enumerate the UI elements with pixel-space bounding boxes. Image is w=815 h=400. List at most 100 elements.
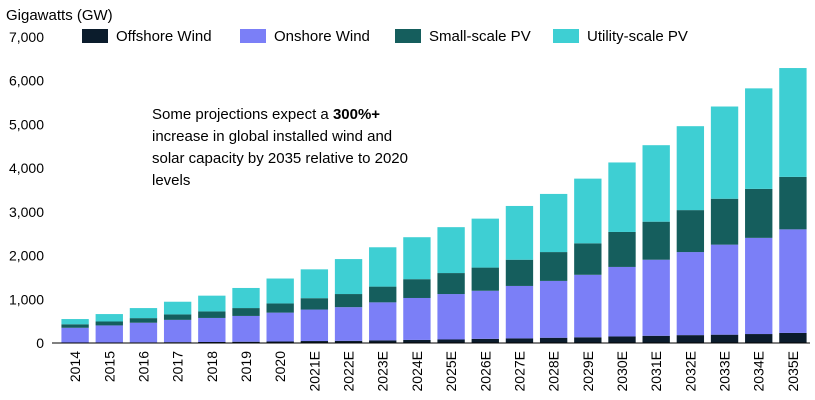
annotation-text-end: increase in global installed wind and so…	[152, 128, 408, 189]
legend: Offshore Wind Onshore Wind Small-scale PV U…	[82, 28, 688, 45]
x-tick-label: 2033E	[717, 351, 733, 391]
bar-segment-offshore-wind	[403, 339, 431, 343]
bar-segment-utility-scale-pv	[539, 193, 568, 253]
bars	[61, 68, 807, 343]
y-tick-label: 5,000	[9, 116, 44, 132]
bar-segment-small-scale-pv	[266, 303, 294, 313]
bar-segment-offshore-wind	[745, 334, 773, 343]
bar-segment-utility-scale-pv	[608, 162, 636, 232]
x-tick-label: 2017	[170, 351, 186, 382]
bar-segment-onshore-wind	[745, 237, 773, 335]
x-tick-label: 2014	[67, 351, 83, 382]
y-tick-label: 0	[36, 335, 44, 351]
bar-segment-small-scale-pv	[437, 273, 465, 295]
legend-label: Small-scale PV	[429, 28, 531, 45]
x-tick-label: 2030E	[614, 351, 630, 391]
y-tick-label: 4,000	[9, 160, 44, 176]
x-tick-label: 2027E	[511, 351, 527, 391]
x-tick-label: 2034E	[751, 351, 767, 391]
x-tick-label: 2035E	[785, 351, 801, 391]
bar-segment-onshore-wind	[574, 274, 602, 338]
bar-segment-offshore-wind	[300, 341, 329, 343]
y-tick-label: 3,000	[9, 204, 44, 220]
bar-segment-small-scale-pv	[163, 314, 192, 320]
bar-segment-offshore-wind	[198, 341, 226, 343]
bar-segment-offshore-wind	[642, 335, 670, 343]
legend-swatch	[553, 29, 579, 43]
bar-segment-small-scale-pv	[676, 210, 705, 253]
bar-segment-utility-scale-pv	[437, 227, 465, 274]
bar-segment-offshore-wind	[334, 340, 363, 343]
x-tick-label: 2018	[204, 351, 220, 382]
y-tick-label: 2,000	[9, 248, 44, 264]
bar-segment-small-scale-pv	[198, 311, 226, 318]
legend-label: Onshore Wind	[274, 28, 370, 45]
bar-segment-offshore-wind	[505, 338, 534, 343]
x-tick-label: 2020	[272, 351, 288, 382]
bar-segment-small-scale-pv	[300, 298, 329, 310]
bar-segment-utility-scale-pv	[403, 237, 431, 280]
bar-segment-utility-scale-pv	[779, 68, 807, 177]
bar-segment-onshore-wind	[779, 229, 807, 333]
bar-segment-utility-scale-pv	[369, 247, 397, 287]
x-axis: 2014 2015 2016 2017 2018 2019 2020 2021E 2022E 20…	[52, 342, 810, 391]
x-tick-label: 2026E	[477, 351, 493, 391]
bar-segment-onshore-wind	[232, 315, 260, 342]
bar-segment-onshore-wind	[198, 317, 226, 342]
bar-segment-onshore-wind	[676, 252, 705, 336]
bar-segment-small-scale-pv	[745, 188, 773, 238]
bar-segment-onshore-wind	[300, 309, 329, 342]
bar-segment-utility-scale-pv	[198, 295, 226, 312]
bar-segment-small-scale-pv	[471, 267, 499, 291]
bar-segment-utility-scale-pv	[710, 106, 739, 199]
x-tick-label: 2024E	[409, 351, 425, 391]
bar-segment-offshore-wind	[676, 335, 705, 343]
bar-segment-offshore-wind	[232, 341, 260, 343]
bar-segment-onshore-wind	[710, 244, 739, 335]
bar-segment-utility-scale-pv	[334, 259, 363, 295]
x-tick-label: 2023E	[375, 351, 391, 391]
x-tick-label: 2031E	[648, 351, 664, 391]
bar-segment-onshore-wind	[369, 302, 397, 341]
bar-segment-onshore-wind	[471, 290, 499, 339]
y-axis-title: Gigawatts (GW)	[6, 7, 113, 24]
bar-segment-utility-scale-pv	[300, 269, 329, 299]
bar-segment-small-scale-pv	[334, 294, 363, 308]
bar-segment-onshore-wind	[266, 312, 294, 342]
bar-segment-onshore-wind	[334, 307, 363, 341]
bar-segment-small-scale-pv	[779, 176, 807, 230]
bar-segment-utility-scale-pv	[163, 301, 192, 315]
x-tick-label: 2028E	[546, 351, 562, 391]
y-axis: 0 1,000 2,000 3,000 4,000 5,000 6,000 7,000	[9, 29, 44, 351]
x-tick-label: 2016	[135, 351, 151, 382]
bar-segment-small-scale-pv	[505, 259, 534, 286]
bar-segment-offshore-wind	[471, 338, 499, 343]
annotation-text-start: Some projections expect a	[152, 106, 333, 123]
bar-segment-small-scale-pv	[642, 221, 670, 260]
bar-segment-utility-scale-pv	[574, 178, 602, 244]
bar-segment-utility-scale-pv	[129, 308, 158, 319]
bar-segment-small-scale-pv	[369, 286, 397, 303]
bar-segment-onshore-wind	[61, 327, 89, 343]
bar-segment-utility-scale-pv	[61, 319, 89, 325]
bar-segment-small-scale-pv	[539, 252, 568, 281]
bar-segment-small-scale-pv	[61, 324, 89, 328]
x-tick-label: 2021E	[306, 351, 322, 391]
bar-segment-offshore-wind	[437, 339, 465, 343]
bar-segment-small-scale-pv	[608, 231, 636, 267]
y-tick-label: 1,000	[9, 291, 44, 307]
annotation-text: Some projections expect a 300%+ increase…	[152, 104, 412, 192]
x-tick-label: 2029E	[580, 351, 596, 391]
legend-swatch	[395, 29, 421, 43]
bar-segment-onshore-wind	[437, 294, 465, 340]
x-tick-label: 2032E	[682, 351, 698, 391]
x-tick-label: 2025E	[443, 351, 459, 391]
bar-segment-utility-scale-pv	[232, 287, 260, 309]
bar-segment-small-scale-pv	[574, 243, 602, 275]
bar-segment-onshore-wind	[505, 285, 534, 339]
bar-segment-onshore-wind	[539, 280, 568, 338]
bar-segment-utility-scale-pv	[266, 278, 294, 304]
bar-segment-small-scale-pv	[403, 279, 431, 298]
